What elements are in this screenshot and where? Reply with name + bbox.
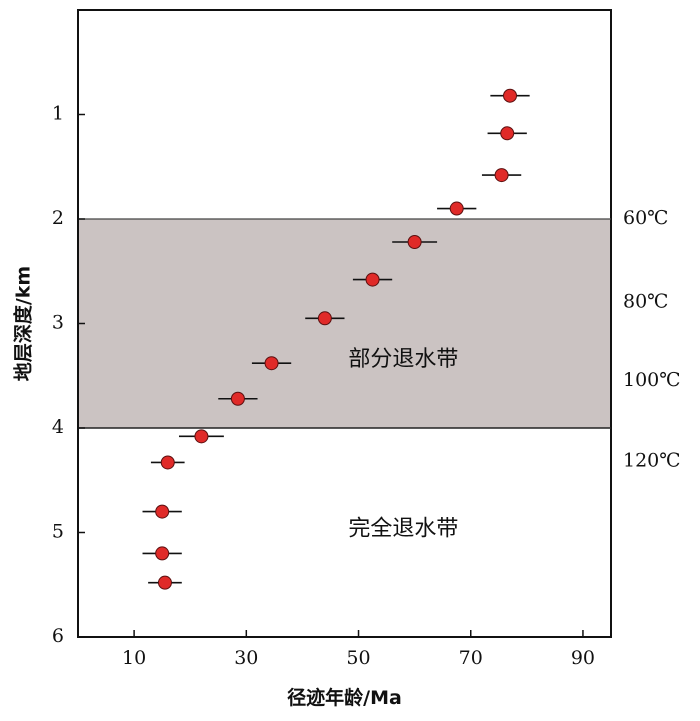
data-point-0 (503, 88, 518, 103)
y-tick-label-3: 3 (52, 312, 64, 334)
ticks-layer: 10 30 50 70 90 1 2 3 4 5 6 (52, 103, 595, 670)
points-layer (142, 88, 530, 590)
band-0 (78, 219, 611, 428)
data-point-3 (449, 201, 464, 216)
temperature-label-3: 120℃ (623, 449, 681, 471)
data-point-13 (157, 575, 172, 590)
data-point-10 (160, 455, 175, 470)
y-tick-label-2: 2 (52, 207, 64, 229)
band-label-0: 部分退水带 (348, 347, 458, 372)
zone-label-0: 完全退水带 (348, 516, 458, 541)
y-tick-label-5: 5 (52, 521, 64, 543)
x-tick-label-10: 10 (122, 647, 146, 669)
bands-layer (78, 219, 611, 428)
y-tick-label-1: 1 (52, 103, 64, 125)
data-point-11 (155, 504, 170, 519)
band-boundary-lines (78, 218, 611, 429)
x-tick-label-90: 90 (571, 647, 595, 669)
temperature-label-2: 100℃ (623, 369, 681, 391)
data-point-1 (500, 126, 515, 141)
x-tick-label-30: 30 (234, 647, 258, 669)
data-point-5 (365, 272, 380, 287)
data-point-9 (194, 429, 209, 444)
temperature-label-0: 60℃ (623, 207, 668, 229)
data-point-12 (155, 546, 170, 561)
y-tick-label-4: 4 (52, 416, 64, 438)
data-point-4 (407, 234, 422, 249)
y-tick-label-6: 6 (52, 625, 64, 647)
x-axis-title: 径迹年龄/Ma (287, 686, 402, 709)
temperature-label-1: 80℃ (623, 291, 668, 313)
x-tick-label-50: 50 (346, 647, 370, 669)
temperature-labels-layer: 60℃ 80℃ 100℃ 120℃ (623, 207, 681, 471)
y-axis-title: 地层深度/km (12, 266, 35, 381)
data-point-2 (494, 168, 509, 183)
data-point-7 (264, 356, 279, 371)
data-point-8 (230, 391, 245, 406)
data-point-6 (317, 311, 332, 326)
x-tick-label-70: 70 (459, 647, 483, 669)
